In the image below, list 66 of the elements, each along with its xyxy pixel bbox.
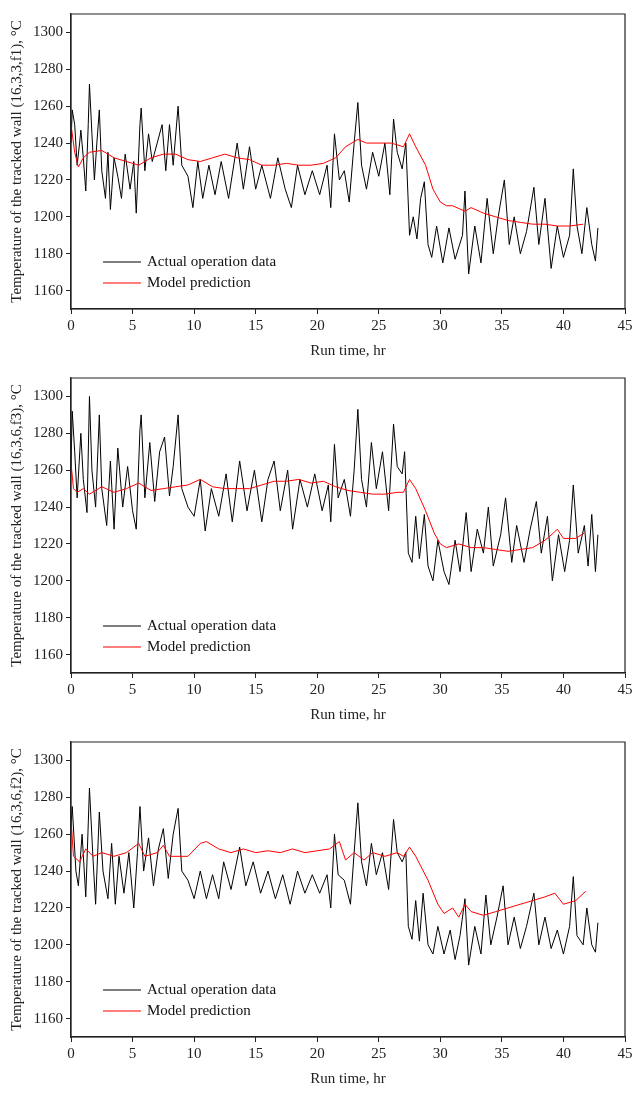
x-tick-label: 30	[432, 680, 448, 697]
x-tick-label: 15	[248, 316, 264, 333]
y-tick-label: 1220	[33, 534, 63, 551]
legend-label: Actual operation data	[147, 252, 277, 269]
y-tick-label: 1280	[33, 788, 63, 805]
x-tick-label: 25	[371, 316, 387, 333]
x-tick-label: 40	[555, 680, 571, 697]
y-tick-label: 1240	[33, 862, 63, 878]
y-tick-label: 1200	[33, 571, 63, 588]
legend-label: Model prediction	[147, 1001, 252, 1018]
x-axis-title: Run time, hr	[310, 341, 386, 358]
x-axis-title: Run time, hr	[310, 705, 386, 722]
x-tick-label: 10	[186, 316, 202, 333]
x-tick-label: 10	[186, 1044, 202, 1061]
x-tick-label: 40	[555, 1044, 571, 1061]
y-tick-label: 1180	[33, 972, 63, 989]
y-tick-label: 1260	[33, 825, 63, 842]
x-tick-label: 5	[128, 1044, 137, 1061]
x-tick-label: 20	[309, 680, 325, 697]
x-tick-label: 5	[128, 680, 137, 697]
legend-label: Actual operation data	[147, 980, 277, 997]
x-tick-label: 5	[128, 316, 137, 333]
x-tick-label: 20	[309, 1044, 325, 1061]
x-tick-label: 20	[309, 316, 325, 333]
y-tick-label: 1220	[33, 170, 63, 187]
y-axis-title: Temperature of the tracked wall (16,3,6,f3), °C	[7, 384, 25, 667]
x-tick-label: 35	[494, 680, 510, 697]
y-tick-label: 1300	[33, 387, 63, 404]
x-tick-label: 10	[186, 680, 202, 697]
y-tick-label: 1180	[33, 244, 63, 261]
y-tick-label: 1220	[33, 898, 63, 915]
y-tick-label: 1260	[33, 461, 63, 478]
legend-label: Model prediction	[147, 273, 252, 290]
x-tick-label: 30	[432, 316, 448, 333]
y-tick-label: 1300	[33, 23, 63, 40]
x-tick-label: 45	[617, 680, 633, 697]
y-tick-label: 1160	[33, 1009, 63, 1026]
y-tick-label: 1280	[33, 60, 63, 77]
y-tick-label: 1200	[33, 207, 63, 224]
x-tick-label: 25	[371, 680, 387, 697]
x-tick-label: 25	[371, 1044, 387, 1061]
x-tick-label: 0	[67, 316, 75, 333]
y-tick-label: 1160	[33, 281, 63, 298]
y-tick-label: 1180	[33, 608, 63, 625]
y-tick-label: 1240	[33, 498, 63, 514]
x-tick-label: 0	[67, 680, 75, 697]
y-tick-label: 1200	[33, 935, 63, 952]
x-tick-label: 45	[617, 316, 633, 333]
x-tick-label: 35	[494, 1044, 510, 1061]
legend-label: Actual operation data	[147, 616, 277, 633]
y-tick-label: 1240	[33, 134, 63, 150]
y-axis-title: Temperature of the tracked wall (16,3,3,f1), °C	[7, 20, 25, 303]
x-tick-label: 15	[248, 680, 264, 697]
y-tick-label: 1300	[33, 751, 63, 768]
x-tick-label: 30	[432, 1044, 448, 1061]
x-tick-label: 35	[494, 316, 510, 333]
y-tick-label: 1280	[33, 424, 63, 441]
x-axis-title: Run time, hr	[310, 1069, 386, 1086]
x-tick-label: 40	[555, 316, 571, 333]
y-tick-label: 1160	[33, 645, 63, 662]
y-tick-label: 1260	[33, 97, 63, 114]
legend-label: Model prediction	[147, 637, 252, 654]
x-tick-label: 0	[67, 1044, 75, 1061]
y-axis-title: Temperature of the tracked wall (16,3,6,f2), °C	[7, 748, 25, 1031]
x-tick-label: 45	[617, 1044, 633, 1061]
x-tick-label: 15	[248, 1044, 264, 1061]
